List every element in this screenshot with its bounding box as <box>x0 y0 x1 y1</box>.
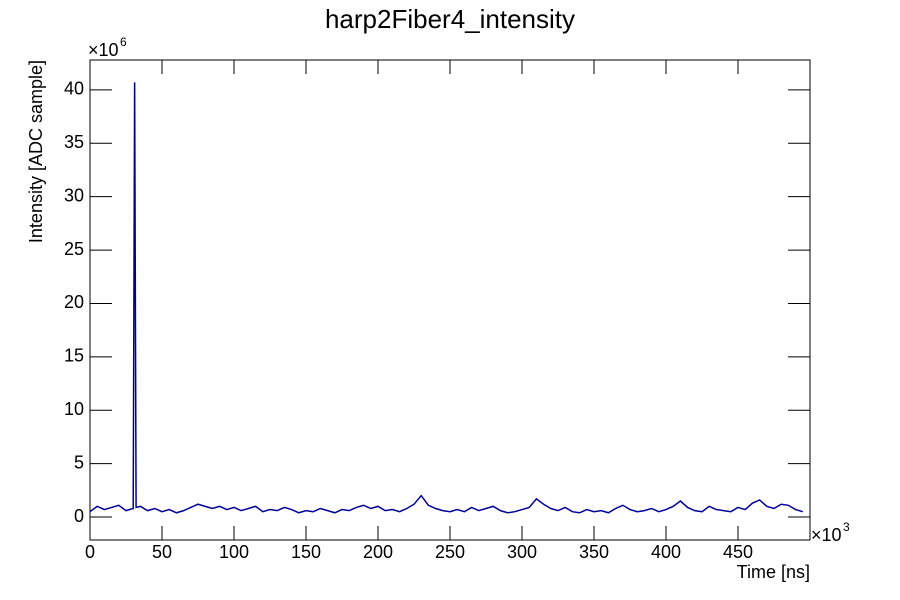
x-tick-label: 450 <box>723 542 753 562</box>
x-tick-label: 350 <box>579 542 609 562</box>
y-tick-label: 0 <box>74 506 84 526</box>
y-multiplier: ×10 <box>88 40 119 60</box>
y-tick-label: 10 <box>64 399 84 419</box>
y-tick-label: 35 <box>64 132 84 152</box>
y-tick-label: 5 <box>74 452 84 472</box>
y-tick-label: 20 <box>64 292 84 312</box>
x-tick-label: 50 <box>152 542 172 562</box>
x-tick-label: 100 <box>219 542 249 562</box>
y-tick-label: 30 <box>64 185 84 205</box>
y-tick-label: 40 <box>64 79 84 99</box>
x-axis-label: Time [ns] <box>737 562 810 582</box>
data-line <box>89 82 804 514</box>
x-tick-label: 300 <box>507 542 537 562</box>
x-tick-label: 150 <box>291 542 321 562</box>
x-exponent: 3 <box>843 520 850 534</box>
y-tick-label: 15 <box>64 346 84 366</box>
x-tick-label: 200 <box>363 542 393 562</box>
x-tick-label: 250 <box>435 542 465 562</box>
chart-title: harp2Fiber4_intensity <box>325 4 575 34</box>
x-tick-label: 400 <box>651 542 681 562</box>
y-axis-label: Intensity [ADC sample] <box>26 60 46 243</box>
x-tick-label: 0 <box>85 542 95 562</box>
x-multiplier: ×10 <box>811 525 842 545</box>
y-tick-label: 25 <box>64 239 84 259</box>
y-exponent: 6 <box>120 35 127 49</box>
